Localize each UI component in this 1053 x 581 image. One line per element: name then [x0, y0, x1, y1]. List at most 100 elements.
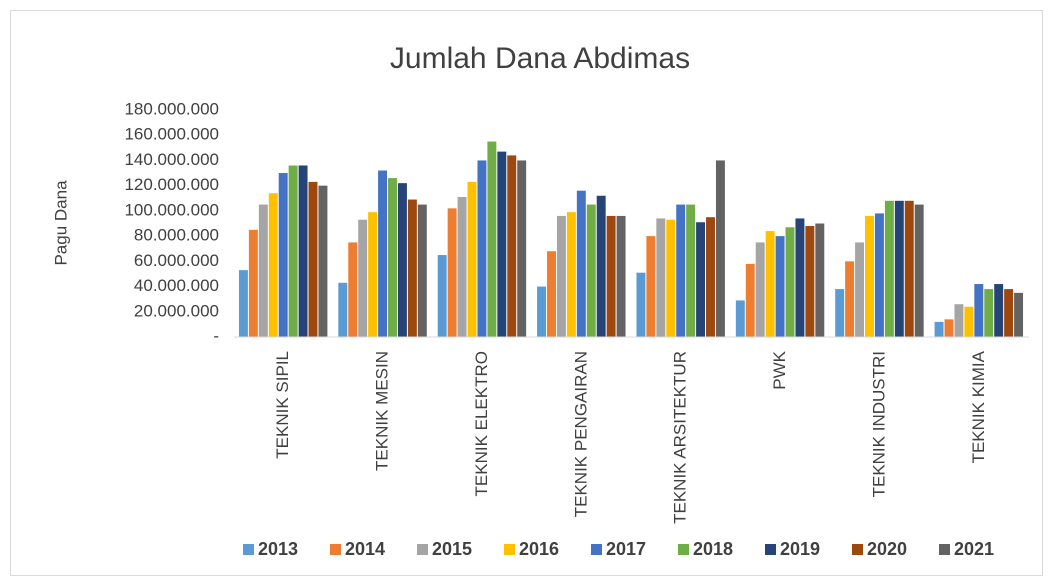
bar: [1004, 289, 1014, 337]
y-tick-label: 160.000.000: [124, 125, 219, 144]
bar: [656, 218, 666, 337]
bar: [974, 284, 984, 337]
bar: [368, 212, 378, 337]
bar: [447, 208, 457, 337]
bar: [785, 227, 795, 337]
x-tick-label: TEKNIK SIPIL: [273, 351, 292, 459]
bar: [487, 141, 497, 337]
bar: [566, 212, 576, 337]
y-tick-label: 100.000.000: [124, 200, 219, 219]
y-tick-label: 80.000.000: [134, 226, 219, 245]
bar: [537, 286, 547, 337]
bar: [994, 284, 1004, 337]
bar: [805, 226, 815, 337]
bar: [298, 165, 308, 337]
bar: [815, 223, 825, 337]
bar: [278, 173, 288, 337]
bar: [964, 306, 974, 337]
legend-swatch: [939, 544, 950, 555]
bar: [735, 300, 745, 337]
legend-swatch: [678, 544, 689, 555]
legend-swatch: [417, 544, 428, 555]
legend-swatch: [243, 544, 254, 555]
bar: [666, 219, 676, 337]
bar: [238, 270, 248, 337]
y-tick-label: 140.000.000: [124, 150, 219, 169]
legend-label: 2017: [606, 539, 646, 559]
legend-label: 2020: [867, 539, 907, 559]
y-tick-label: 180.000.000: [124, 99, 219, 118]
bar: [874, 213, 884, 337]
bar: [954, 304, 964, 337]
bar: [348, 242, 358, 337]
bar: [904, 200, 914, 337]
bar: [547, 251, 556, 337]
legend-swatch: [504, 544, 515, 555]
bar: [517, 160, 527, 337]
bar: [984, 289, 994, 337]
bar: [884, 200, 894, 337]
bar: [308, 181, 318, 337]
bar: [775, 236, 785, 337]
x-tick-label: PWK: [770, 350, 789, 389]
bar: [1014, 292, 1024, 337]
y-tick-label: 20.000.000: [134, 301, 219, 320]
legend-label: 2015: [432, 539, 472, 559]
y-tick-label: 40.000.000: [134, 276, 219, 295]
bar: [388, 178, 397, 337]
legend-swatch: [591, 544, 602, 555]
bar: [248, 229, 258, 337]
bar: [606, 215, 616, 337]
bar: [437, 255, 447, 337]
x-tick-label: TEKNIK ELEKTRO: [472, 351, 491, 496]
bar: [755, 242, 765, 337]
bar: [497, 151, 507, 337]
x-tick-label: TEKNIK INDUSTRI: [869, 351, 888, 497]
bar: [795, 218, 805, 337]
bar: [865, 215, 874, 337]
bar: [338, 282, 348, 337]
y-tick-label: 60.000.000: [134, 251, 219, 270]
bar: [378, 170, 388, 337]
bar: [696, 222, 706, 337]
bar: [556, 215, 566, 337]
bar: [835, 289, 845, 337]
bar: [894, 200, 904, 337]
y-tick-label: 120.000.000: [124, 175, 219, 194]
bar: [914, 204, 924, 337]
bar: [596, 195, 606, 337]
legend-swatch: [852, 544, 863, 555]
bar: [944, 319, 954, 337]
bar: [636, 272, 646, 337]
x-tick-label: TEKNIK MESIN: [373, 351, 392, 471]
legend-swatch: [330, 544, 341, 555]
legend-label: 2021: [954, 539, 994, 559]
bar: [477, 160, 487, 337]
bar: [507, 155, 517, 337]
bar: [845, 261, 855, 337]
bar: [407, 199, 417, 337]
bar: [855, 242, 865, 337]
bar: [676, 204, 686, 337]
legend-label: 2016: [519, 539, 559, 559]
bar: [417, 204, 427, 337]
legend-swatch: [765, 544, 776, 555]
bar: [318, 185, 328, 337]
y-tick-label: -: [213, 326, 219, 345]
bar: [706, 217, 715, 337]
bar: [745, 263, 755, 337]
bar: [288, 165, 298, 337]
bar: [397, 183, 407, 337]
bar: [467, 181, 477, 337]
bar: [586, 204, 596, 337]
legend-label: 2018: [693, 539, 733, 559]
bar: [715, 160, 725, 337]
bar: [765, 231, 775, 337]
legend-label: 2019: [780, 539, 820, 559]
x-tick-label: TEKNIK PENGAIRAN: [571, 351, 590, 517]
legend-label: 2013: [258, 539, 298, 559]
chart-title: Jumlah Dana Abdimas: [390, 42, 690, 75]
legend-label: 2014: [345, 539, 385, 559]
bar: [934, 321, 944, 337]
